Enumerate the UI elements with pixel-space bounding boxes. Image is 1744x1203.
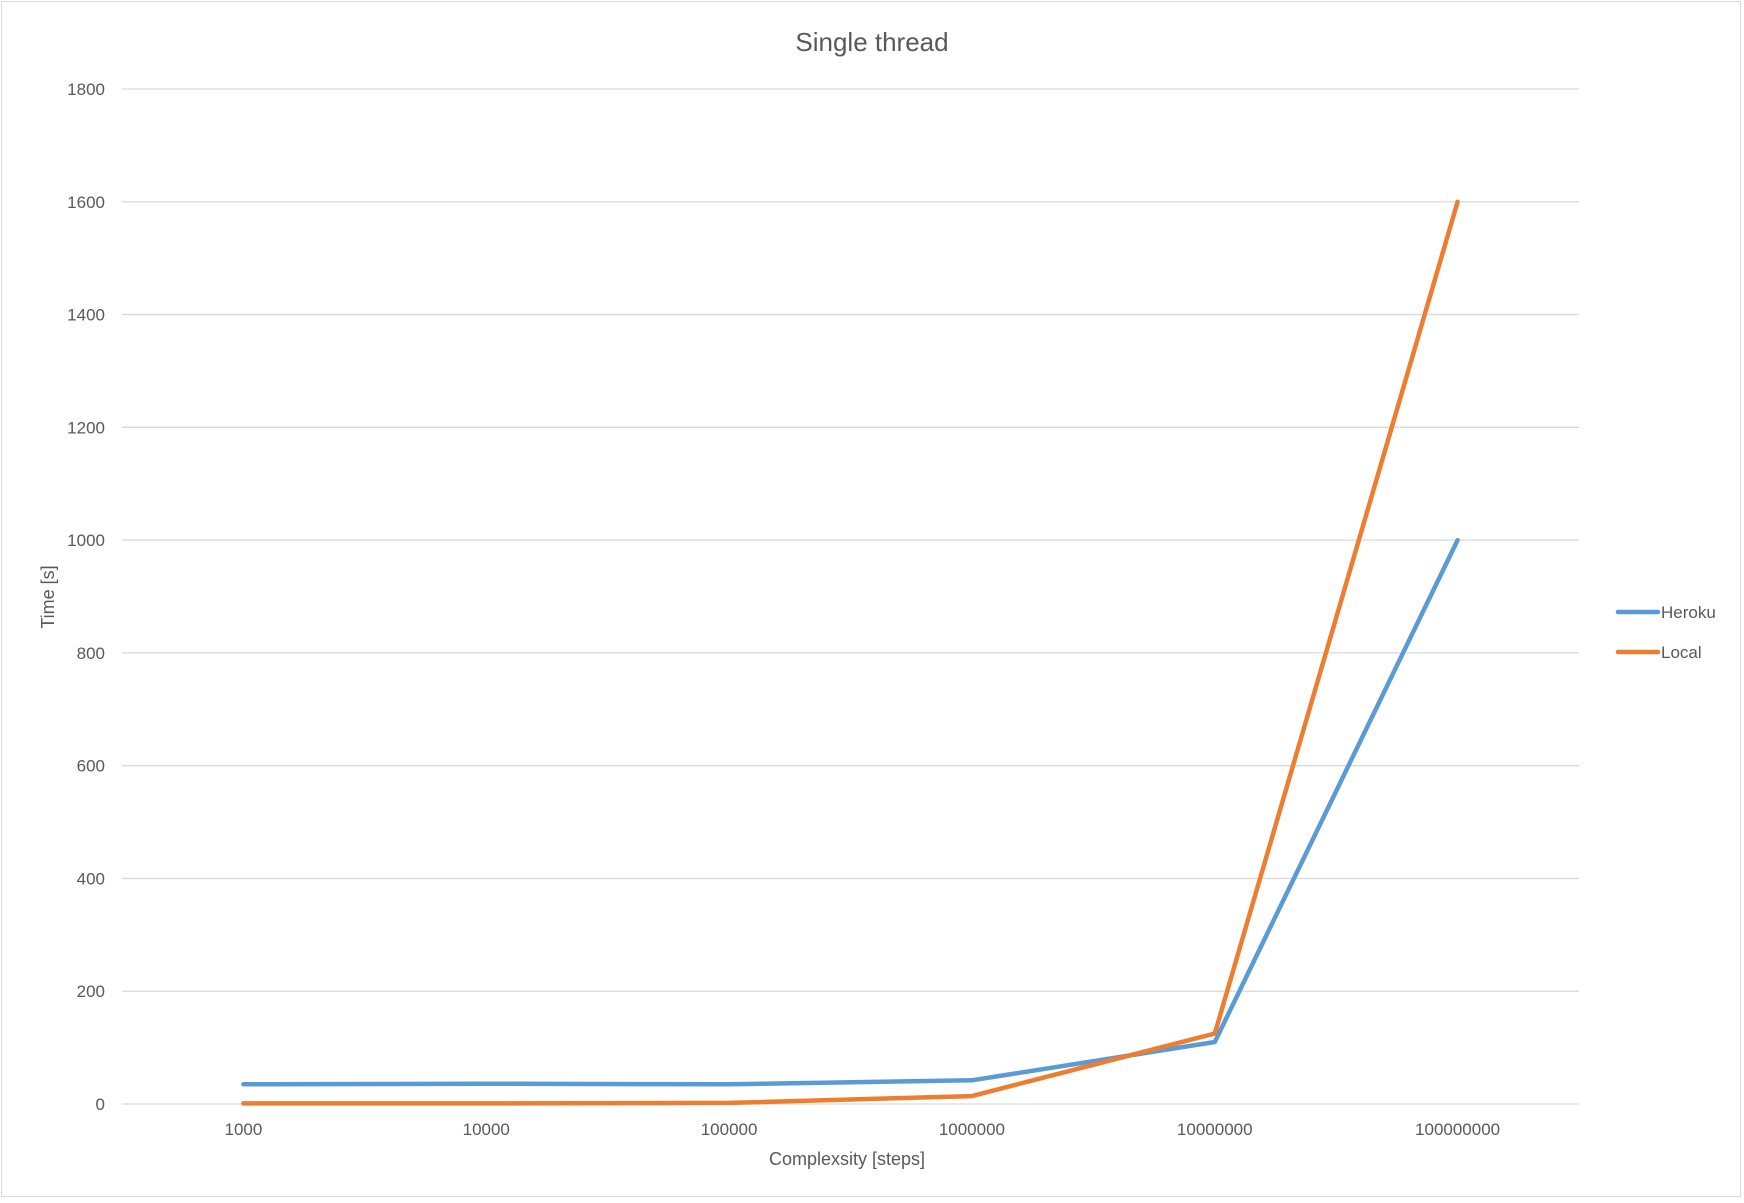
x-axis-ticks: 1000 10000 100000 1000000 10000000 100000000 <box>225 1120 1501 1139</box>
y-axis-label: Time [s] <box>38 565 58 628</box>
x-tick-label: 100000000 <box>1415 1120 1500 1139</box>
gridlines <box>122 88 1579 1105</box>
x-axis-label: Complexsity [steps] <box>769 1149 925 1169</box>
y-tick-label: 400 <box>77 869 105 888</box>
chart-title: Single thread <box>795 27 948 57</box>
series-line-heroku <box>241 537 1460 1087</box>
legend: Heroku Local <box>1615 603 1716 662</box>
x-tick-label: 100000 <box>701 1120 758 1139</box>
legend-label-heroku: Heroku <box>1661 603 1716 622</box>
y-tick-label: 1000 <box>67 531 105 550</box>
x-tick-label: 1000000 <box>939 1120 1005 1139</box>
y-tick-label: 800 <box>77 644 105 663</box>
y-tick-label: 600 <box>77 757 105 776</box>
y-tick-label: 1400 <box>67 306 105 325</box>
y-tick-label: 0 <box>96 1095 105 1114</box>
x-tick-label: 10000 <box>463 1120 510 1139</box>
x-tick-label: 10000000 <box>1177 1120 1253 1139</box>
series-line-local <box>241 199 1460 1106</box>
x-tick-label: 1000 <box>225 1120 263 1139</box>
y-tick-label: 1600 <box>67 193 105 212</box>
y-tick-label: 200 <box>77 982 105 1001</box>
legend-label-local: Local <box>1661 643 1702 662</box>
series-lines <box>241 199 1460 1106</box>
y-axis-ticks: 0 200 400 600 800 1000 1200 1400 1600 1800 <box>67 80 105 1114</box>
y-tick-label: 1800 <box>67 80 105 99</box>
y-tick-label: 1200 <box>67 418 105 437</box>
